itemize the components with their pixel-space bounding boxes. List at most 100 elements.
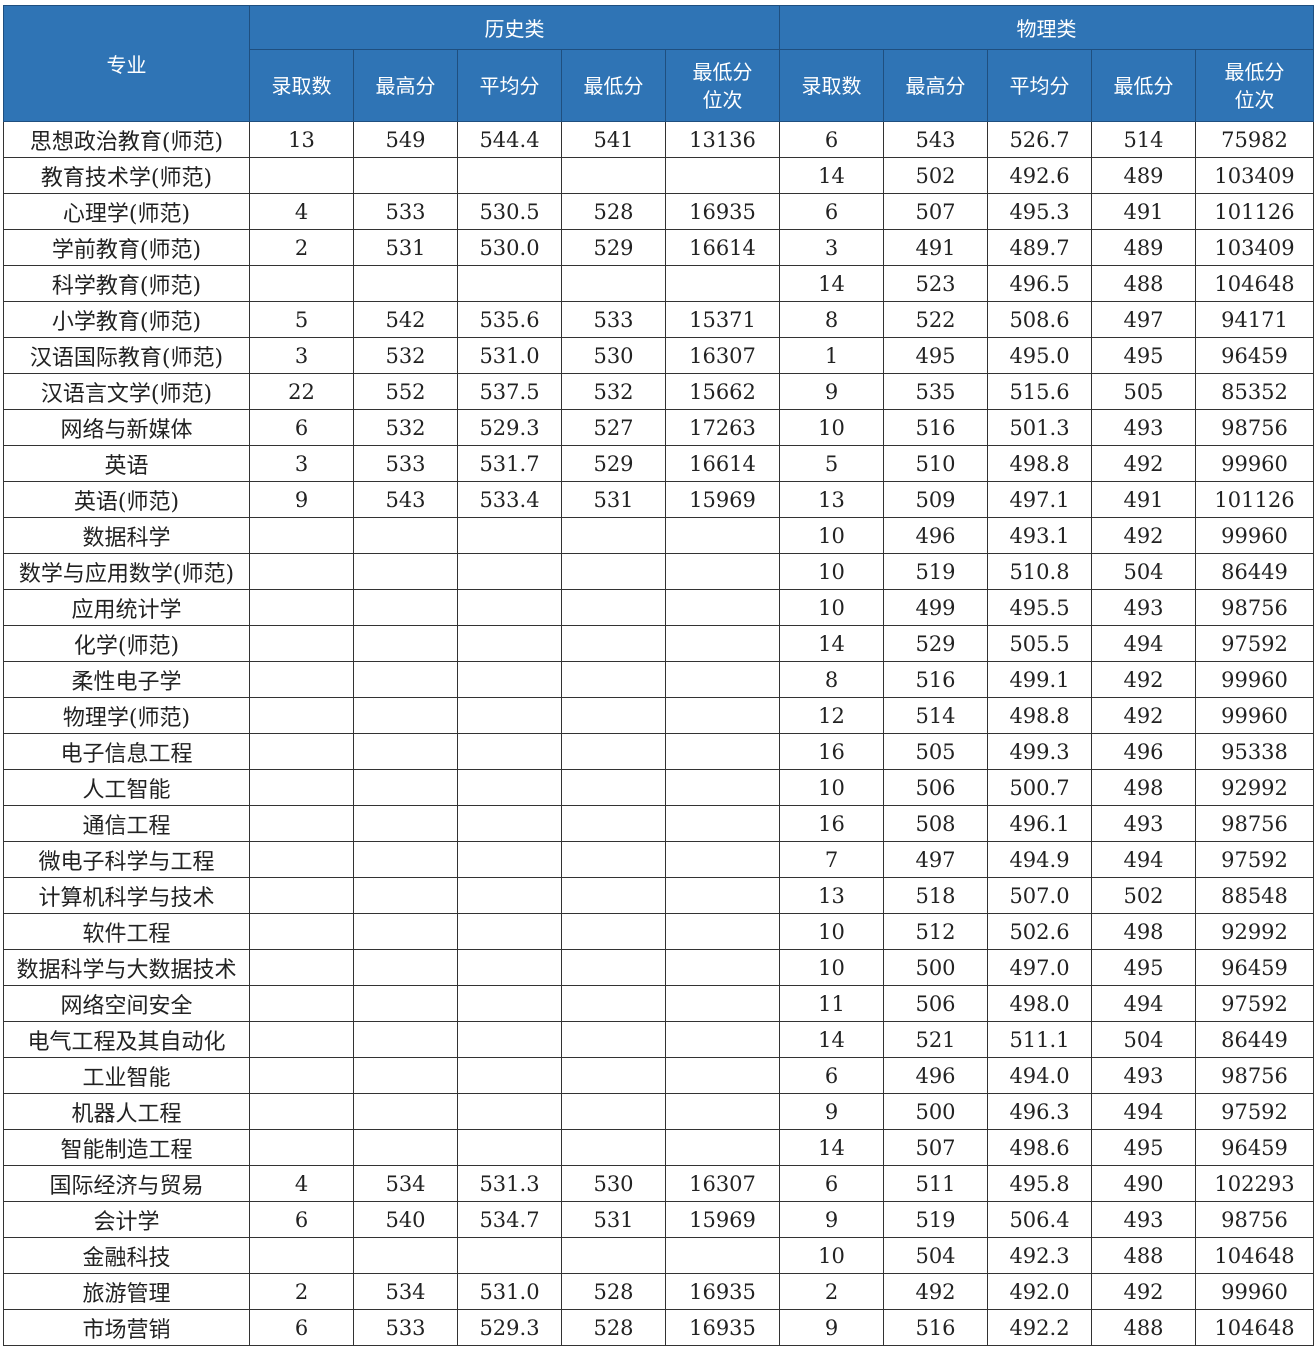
physics-admitted-count-cell: 10: [779, 769, 884, 806]
history-min-rank-cell: [665, 553, 780, 590]
history-admitted-count-cell: [249, 697, 354, 734]
history-admitted-count-cell: [249, 805, 354, 842]
physics-avg-score-cell: 501.3: [987, 409, 1092, 446]
history-min-score-cell: [561, 841, 666, 878]
physics-max-score-cell: 522: [883, 301, 988, 338]
history-min-score-cell: [561, 1237, 666, 1274]
physics-max-score-cell: 519: [883, 553, 988, 590]
table-row: 智能制造工程 14 507 498.6 495 96459: [3, 1129, 1314, 1166]
history-min-rank-header: 最低分 位次: [665, 49, 780, 122]
physics-admitted-count-cell: 7: [779, 841, 884, 878]
physics-admitted-count-cell: 14: [779, 1021, 884, 1058]
history-min-score-cell: 531: [561, 1201, 666, 1238]
physics-admitted-count-cell: 14: [779, 1129, 884, 1166]
physics-min-score-cell: 494: [1091, 1093, 1196, 1130]
table-row: 汉语国际教育(师范) 3 532 531.0 530 16307 1 495 495.0 495 9…: [3, 337, 1314, 374]
physics-avg-score-cell: 500.7: [987, 769, 1092, 806]
history-min-score-cell: [561, 769, 666, 806]
history-max-score-cell: [353, 949, 458, 986]
history-min-rank-cell: 16935: [665, 1309, 780, 1346]
physics-min-rank-cell: 99960: [1195, 697, 1314, 734]
history-min-score-cell: [561, 805, 666, 842]
physics-admitted-count-cell: 13: [779, 877, 884, 914]
physics-min-rank-cell: 98756: [1195, 1057, 1314, 1094]
major-name-cell: 教育技术学(师范): [3, 157, 250, 194]
history-admitted-count-cell: [249, 1129, 354, 1166]
history-admitted-count-cell: [249, 1021, 354, 1058]
physics-admitted-count-cell: 6: [779, 1165, 884, 1202]
physics-min-score-cell: 497: [1091, 301, 1196, 338]
history-min-rank-cell: [665, 769, 780, 806]
history-avg-score-cell: [457, 157, 562, 194]
history-max-score-cell: [353, 769, 458, 806]
history-admitted-count-cell: [249, 733, 354, 770]
table-row: 思想政治教育(师范) 13 549 544.4 541 13136 6 543 526.7 514…: [3, 121, 1314, 158]
history-admitted-count-cell: [249, 769, 354, 806]
physics-min-score-cell: 493: [1091, 1201, 1196, 1238]
physics-min-score-cell: 504: [1091, 553, 1196, 590]
major-name-cell: 电气工程及其自动化: [3, 1021, 250, 1058]
major-name-cell: 数学与应用数学(师范): [3, 553, 250, 590]
physics-admitted-count-cell: 10: [779, 949, 884, 986]
physics-max-score-cell: 500: [883, 1093, 988, 1130]
history-min-score-cell: [561, 265, 666, 302]
major-name-cell: 金融科技: [3, 1237, 250, 1274]
physics-min-score-cell: 493: [1091, 805, 1196, 842]
history-avg-score-cell: [457, 913, 562, 950]
physics-admitted-count-cell: 16: [779, 805, 884, 842]
physics-min-rank-cell: 96459: [1195, 949, 1314, 986]
history-min-score-cell: [561, 1057, 666, 1094]
major-name-cell: 网络空间安全: [3, 985, 250, 1022]
physics-max-score-cell: 543: [883, 121, 988, 158]
physics-min-rank-cell: 99960: [1195, 517, 1314, 554]
physics-min-score-cell: 498: [1091, 913, 1196, 950]
table-row: 数据科学 10 496 493.1 492 99960: [3, 517, 1314, 554]
history-max-score-cell: 533: [353, 193, 458, 230]
history-avg-score-cell: [457, 661, 562, 698]
history-admitted-count-cell: [249, 985, 354, 1022]
history-min-rank-cell: [665, 589, 780, 626]
history-min-score-cell: 527: [561, 409, 666, 446]
physics-max-score-cell: 506: [883, 985, 988, 1022]
table-row: 英语 3 533 531.7 529 16614 5 510 498.8 492 99960: [3, 445, 1314, 482]
physics-min-rank-cell: 103409: [1195, 157, 1314, 194]
history-admitted-count-cell: [249, 1237, 354, 1274]
physics-admitted-count-cell: 9: [779, 373, 884, 410]
history-admitted-count-cell: 2: [249, 229, 354, 266]
history-max-score-header: 最高分: [353, 49, 458, 122]
history-min-score-cell: 529: [561, 229, 666, 266]
physics-avg-score-cell: 493.1: [987, 517, 1092, 554]
major-name-cell: 旅游管理: [3, 1273, 250, 1310]
history-min-rank-cell: [665, 157, 780, 194]
history-avg-score-cell: [457, 733, 562, 770]
physics-min-score-cell: 495: [1091, 337, 1196, 374]
physics-admitted-count-cell: 14: [779, 157, 884, 194]
history-min-score-cell: [561, 985, 666, 1022]
history-admitted-count-cell: [249, 841, 354, 878]
major-name-cell: 化学(师范): [3, 625, 250, 662]
history-min-score-cell: 530: [561, 1165, 666, 1202]
physics-min-score-cell: 498: [1091, 769, 1196, 806]
physics-admitted-count-cell: 14: [779, 625, 884, 662]
history-avg-score-cell: [457, 769, 562, 806]
physics-min-rank-cell: 99960: [1195, 1273, 1314, 1310]
physics-min-rank-cell: 96459: [1195, 1129, 1314, 1166]
admission-score-table: 专业 历史类 物理类 录取数 最高分 平均分 最低分 最低分 位次 录取数 最高分 平均分 最低…: [3, 5, 1314, 1346]
table-row: 人工智能 10 506 500.7 498 92992: [3, 769, 1314, 806]
history-max-score-cell: 532: [353, 409, 458, 446]
major-name-cell: 数据科学: [3, 517, 250, 554]
history-max-score-cell: [353, 589, 458, 626]
history-max-score-cell: 531: [353, 229, 458, 266]
physics-max-score-cell: 519: [883, 1201, 988, 1238]
history-group-header: 历史类: [249, 5, 780, 50]
physics-min-rank-cell: 88548: [1195, 877, 1314, 914]
physics-avg-score-cell: 497.0: [987, 949, 1092, 986]
physics-avg-score-cell: 494.0: [987, 1057, 1092, 1094]
history-admitted-count-cell: 6: [249, 409, 354, 446]
physics-avg-score-cell: 492.6: [987, 157, 1092, 194]
physics-admitted-count-cell: 10: [779, 589, 884, 626]
physics-max-score-cell: 514: [883, 697, 988, 734]
history-admitted-count-cell: 6: [249, 1201, 354, 1238]
physics-min-score-cell: 490: [1091, 1165, 1196, 1202]
physics-group-header: 物理类: [779, 5, 1314, 50]
